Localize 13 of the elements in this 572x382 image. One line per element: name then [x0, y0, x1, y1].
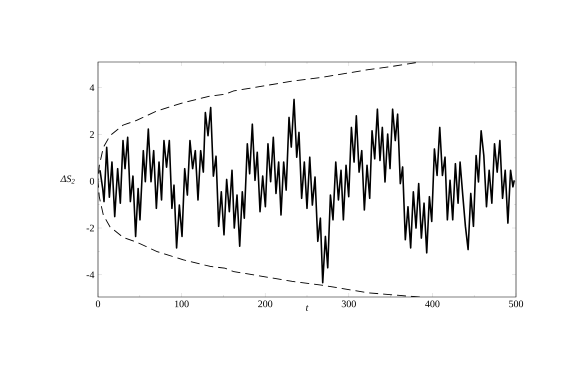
x-tick-label: 0 — [96, 300, 100, 308]
y-tick-label: -2 — [86, 224, 94, 232]
x-tick-label: 500 — [509, 300, 524, 308]
x-axis-title: t — [306, 305, 309, 311]
y-tick-label: 0 — [90, 178, 94, 185]
y-tick-label: 2 — [90, 131, 94, 138]
y-tick-label: 4 — [90, 84, 94, 91]
x-tick-label: 200 — [258, 300, 272, 308]
y-axis-title: ΔS$_{2}$ — [60, 175, 75, 184]
y-tick-label: -4 — [86, 272, 94, 278]
x-tick-label: 300 — [342, 300, 356, 308]
x-tick-label: 100 — [175, 300, 189, 308]
x-tick-label: 400 — [425, 300, 440, 308]
